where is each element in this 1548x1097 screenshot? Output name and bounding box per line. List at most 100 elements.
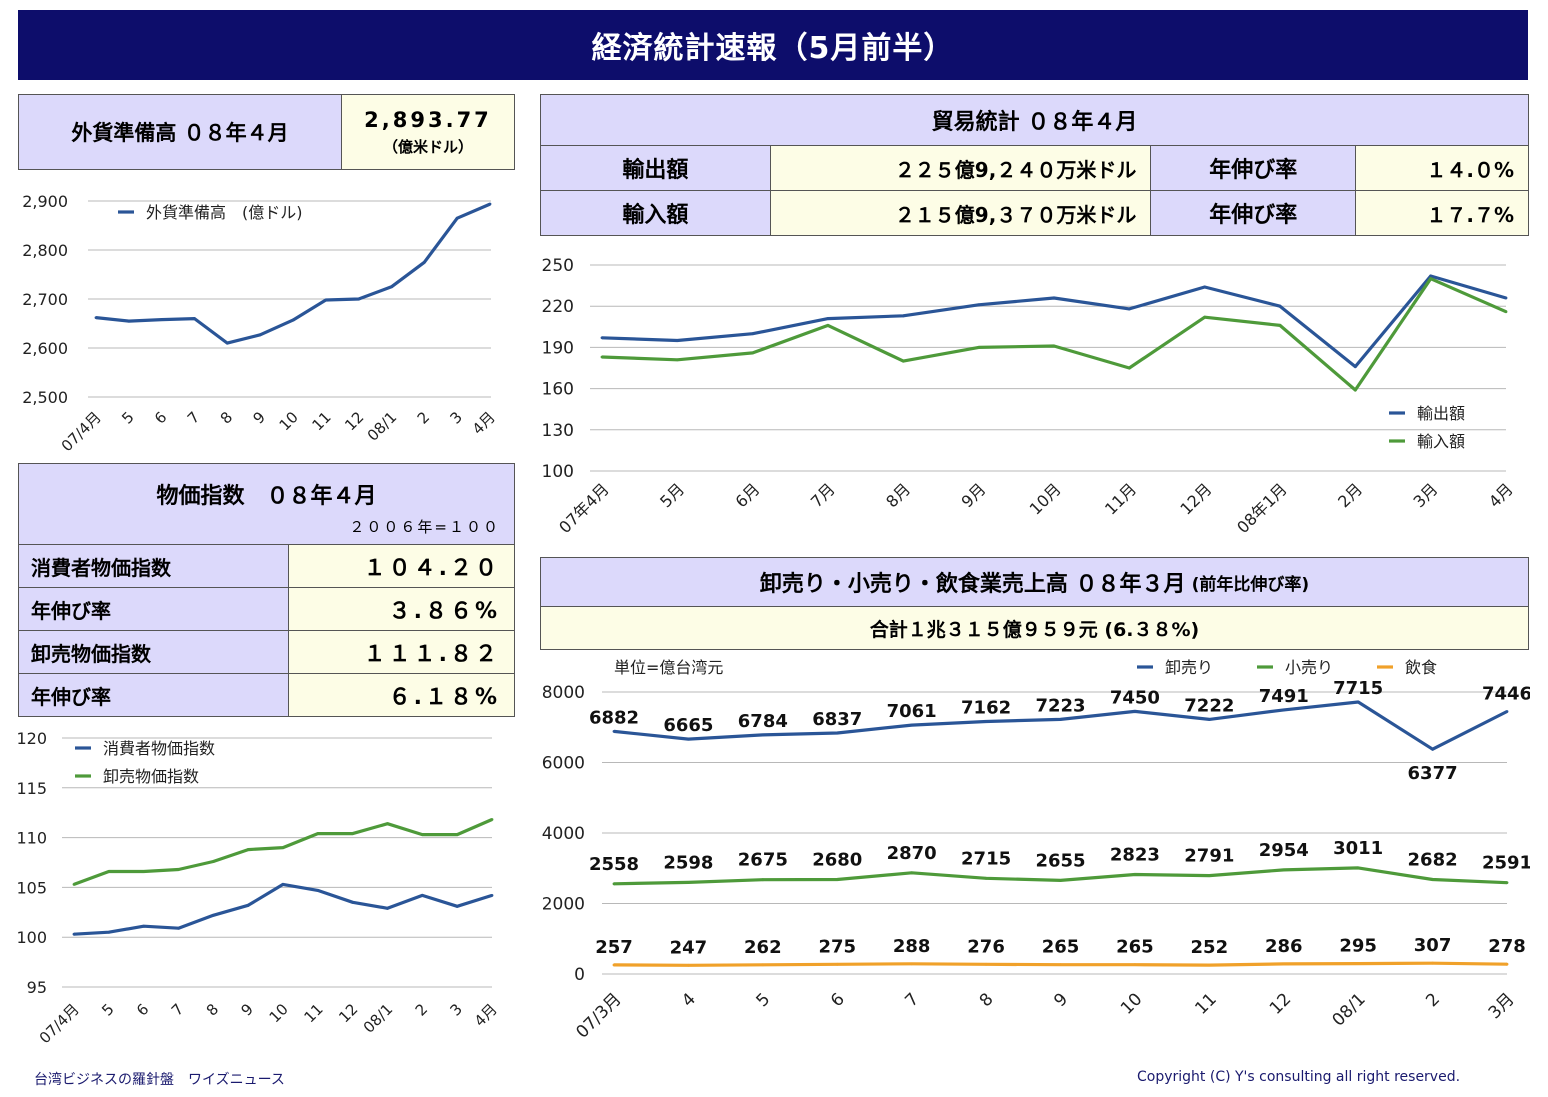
- data-label: 265: [1042, 937, 1080, 958]
- data-label: 247: [670, 937, 708, 958]
- data-point: [612, 963, 616, 967]
- x-tick-label: 4月: [469, 408, 499, 438]
- y-tick-label: 105: [16, 878, 47, 897]
- data-point: [1353, 365, 1357, 369]
- data-point: [420, 833, 424, 837]
- data-point: [901, 359, 905, 363]
- x-tick-label: 3: [447, 1000, 466, 1019]
- reserves-unit: （億米ドル）: [382, 137, 473, 156]
- data-label: 7450: [1110, 687, 1160, 708]
- x-tick-label: 8月: [882, 479, 914, 511]
- reserves-line-chart: 2,500 2,600 2,700 2,800 2,900 07/4月 5 6 7 8 9 10 11 1…: [22, 192, 499, 455]
- data-label: 2715: [961, 848, 1011, 869]
- prices-row-label: 卸売物価指数: [18, 630, 289, 674]
- prices-row-label: 年伸び率: [18, 673, 289, 717]
- data-point: [107, 930, 111, 934]
- data-point: [1282, 868, 1286, 872]
- x-tick-label: 08/1: [360, 1000, 397, 1037]
- prices-base: ２００６年=１００: [349, 518, 500, 536]
- data-point: [984, 876, 988, 880]
- y-tick-label: 2000: [542, 895, 585, 915]
- prices-row-label: 消費者物価指数: [18, 544, 289, 588]
- prices-row-value: ３.８６%: [288, 587, 515, 631]
- data-label: 2655: [1035, 850, 1085, 871]
- data-label: 288: [893, 936, 931, 957]
- trade-title: 貿易統計 ０８年４月: [931, 110, 1138, 135]
- x-tick-label: 5月: [656, 479, 688, 511]
- x-tick-label: 7: [168, 1000, 187, 1019]
- data-point: [351, 900, 355, 904]
- data-label: 6665: [663, 715, 713, 736]
- data-label: 275: [818, 936, 856, 957]
- data-point: [835, 878, 839, 881]
- data-point: [751, 351, 755, 355]
- y-tick-label: 100: [542, 462, 574, 482]
- data-point: [977, 346, 981, 349]
- prices-row: 年伸び率 ３.８６%: [18, 587, 515, 631]
- x-tick-label: 7月: [807, 479, 839, 511]
- data-label: 3011: [1333, 838, 1383, 859]
- data-point: [1282, 962, 1286, 966]
- trade-row-rate-label: 年伸び率: [1150, 190, 1357, 236]
- series-line-1: [95, 202, 491, 345]
- prices-row: 消費者物価指数 １０４.２０: [18, 544, 515, 588]
- data-point: [1431, 961, 1434, 965]
- sales-total: 合計１兆３１５億９５９元 (6.３８%): [869, 618, 1200, 641]
- data-point: [1133, 709, 1137, 713]
- data-point: [910, 871, 914, 875]
- data-point: [142, 870, 146, 873]
- series-line-2: [73, 818, 493, 886]
- legend-label: 飲食: [1405, 658, 1437, 677]
- data-label: 2680: [812, 850, 862, 871]
- y-tick-label: 160: [542, 380, 574, 400]
- x-tick-label: 4: [678, 989, 700, 1011]
- x-tick-label: 8: [976, 989, 998, 1011]
- data-label: 6377: [1408, 763, 1458, 784]
- data-point: [1059, 963, 1062, 967]
- y-tick-label: 8000: [542, 683, 585, 703]
- data-point: [291, 318, 295, 322]
- data-point: [1207, 874, 1211, 878]
- legend-label: 外貨準備高 (億ドル): [146, 203, 303, 222]
- y-tick-label: 100: [16, 928, 47, 947]
- x-tick-label: 8: [217, 408, 236, 427]
- legend-label: 消費者物価指数: [103, 739, 215, 758]
- data-label: 7446: [1482, 684, 1530, 705]
- data-point: [1356, 866, 1360, 870]
- data-point: [316, 832, 320, 836]
- trade-row-rate-label: 年伸び率: [1150, 145, 1357, 191]
- data-label: 2591: [1482, 853, 1530, 874]
- data-point: [1207, 963, 1211, 967]
- y-tick-label: 250: [542, 256, 574, 276]
- trade-title-box: 貿易統計 ０８年４月: [540, 94, 1529, 146]
- y-tick-label: 95: [27, 978, 47, 997]
- data-label: 2791: [1184, 846, 1234, 867]
- x-tick-label: 9月: [958, 479, 990, 511]
- y-tick-label: 0: [574, 965, 585, 985]
- trade-row-label: 輸入額: [540, 190, 771, 236]
- data-point: [107, 870, 111, 873]
- data-point: [386, 906, 389, 910]
- y-tick-label: 4000: [542, 824, 585, 844]
- data-label: 295: [1339, 936, 1377, 957]
- data-point: [1127, 366, 1131, 370]
- x-tick-label: 2: [1422, 989, 1444, 1011]
- data-point: [910, 723, 914, 727]
- data-point: [1505, 962, 1509, 966]
- x-tick-label: 4月: [471, 1000, 501, 1030]
- series-line-1: [73, 882, 493, 936]
- data-point: [422, 260, 426, 264]
- data-label: 2682: [1408, 849, 1458, 870]
- y-tick-label: 110: [16, 829, 47, 848]
- prices-row-label: 年伸び率: [18, 587, 289, 631]
- y-tick-label: 115: [16, 779, 47, 798]
- y-tick-label: 130: [542, 421, 574, 441]
- trade-row: 輸入額 ２１５億9,３７０万米ドル 年伸び率 １７.７%: [540, 190, 1529, 236]
- data-point: [1207, 718, 1211, 721]
- legend-label: 輸入額: [1417, 432, 1465, 451]
- x-tick-label: 7: [901, 989, 923, 1011]
- sales-total-box: 合計１兆３１５億９５９元 (6.３８%): [540, 606, 1529, 650]
- prices-row-value: １０４.２０: [288, 544, 515, 588]
- data-label: 7061: [887, 701, 937, 722]
- y-tick-label: 2,500: [22, 388, 68, 407]
